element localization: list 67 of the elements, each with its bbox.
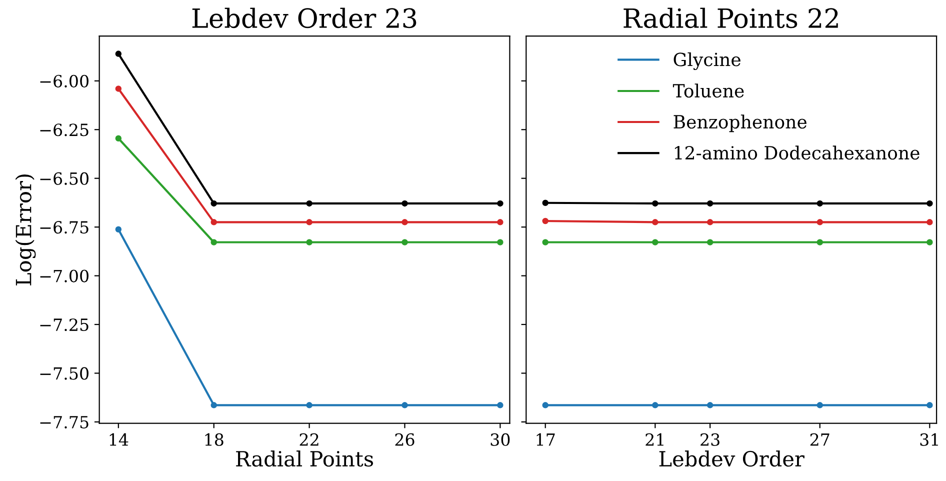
point <box>402 239 408 246</box>
x-tick-label: 14 <box>110 433 128 446</box>
x-tick-label: 22 <box>300 433 318 446</box>
legend-label: Benzophenone <box>674 114 807 132</box>
legend-label: Toluene <box>672 84 744 98</box>
point <box>497 200 504 207</box>
point <box>402 200 408 207</box>
x-tick-label: 23 <box>700 433 720 446</box>
point <box>210 402 217 408</box>
point <box>115 86 122 92</box>
chart-title: Lebdev Order 23 <box>192 8 416 28</box>
point <box>816 200 823 207</box>
point <box>652 200 658 207</box>
y-axis-title: Log(Error) <box>15 174 36 286</box>
point <box>306 219 312 226</box>
x-tick-label: 18 <box>205 433 224 446</box>
chart-title: Radial Points 22 <box>624 8 838 28</box>
point <box>115 135 122 142</box>
y-tick-label: −7.75 <box>40 416 88 428</box>
point <box>210 219 217 226</box>
point <box>652 219 658 226</box>
point <box>542 200 548 206</box>
y-tick-label: −6.50 <box>40 172 88 185</box>
y-tick-label: −6.75 <box>40 221 88 234</box>
point <box>306 200 312 207</box>
point <box>115 50 122 57</box>
y-tick-label: −6.25 <box>40 124 88 136</box>
point <box>706 200 714 207</box>
point <box>542 239 548 246</box>
point <box>542 218 548 224</box>
point <box>115 226 122 233</box>
x-tick-label: 27 <box>810 433 830 446</box>
point <box>816 219 823 226</box>
point <box>816 239 823 246</box>
point <box>706 239 714 246</box>
point <box>402 219 408 226</box>
x-tick-label: 30 <box>490 433 510 446</box>
point <box>497 219 504 226</box>
x-axis-title: Radial Points <box>236 450 374 467</box>
point <box>926 402 933 408</box>
y-tick-label: −6.00 <box>40 74 88 88</box>
point <box>306 402 312 408</box>
point <box>926 239 933 246</box>
point <box>926 200 933 207</box>
point <box>306 239 312 246</box>
x-tick-label: 17 <box>536 433 555 446</box>
point <box>926 219 933 226</box>
point <box>816 402 823 408</box>
legend-label: 12-amino Dodecahexanone <box>674 146 920 160</box>
point <box>652 402 658 408</box>
y-tick-label: −7.50 <box>40 367 88 380</box>
point <box>210 200 217 207</box>
x-tick-label: 26 <box>395 433 414 446</box>
point <box>402 402 408 408</box>
point <box>652 239 658 246</box>
point <box>497 402 504 408</box>
x-axis-title: Lebdev Order <box>659 450 804 467</box>
point <box>542 402 548 408</box>
y-tick-label: −7.25 <box>40 318 88 332</box>
legend-label: Glycine <box>674 52 740 70</box>
x-tick-label: 21 <box>646 433 664 446</box>
point <box>706 402 714 408</box>
x-tick-label: 31 <box>920 433 938 446</box>
y-tick-label: −7.00 <box>40 270 88 282</box>
point <box>210 239 217 246</box>
point <box>497 239 504 246</box>
point <box>706 219 714 226</box>
